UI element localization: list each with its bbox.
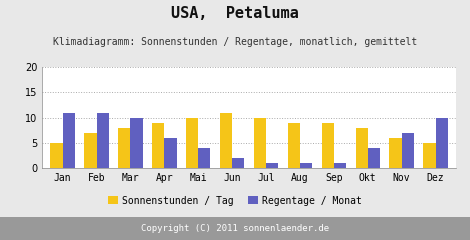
Text: USA,  Petaluma: USA, Petaluma: [171, 6, 299, 21]
Bar: [220, 113, 232, 168]
Bar: [390, 138, 402, 168]
Bar: [63, 113, 75, 168]
Bar: [402, 133, 414, 168]
Bar: [423, 143, 436, 168]
Bar: [198, 148, 211, 168]
Bar: [266, 163, 278, 168]
Bar: [50, 143, 63, 168]
Bar: [84, 133, 96, 168]
Bar: [186, 118, 198, 168]
Bar: [254, 118, 266, 168]
Text: Copyright (C) 2011 sonnenlaender.de: Copyright (C) 2011 sonnenlaender.de: [141, 224, 329, 233]
Bar: [300, 163, 312, 168]
Bar: [355, 128, 368, 168]
Bar: [436, 118, 448, 168]
Bar: [152, 123, 164, 168]
Bar: [164, 138, 177, 168]
Text: Klimadiagramm: Sonnenstunden / Regentage, monatlich, gemittelt: Klimadiagramm: Sonnenstunden / Regentage…: [53, 37, 417, 47]
Bar: [131, 118, 143, 168]
Bar: [118, 128, 131, 168]
Bar: [368, 148, 380, 168]
Bar: [334, 163, 346, 168]
Legend: Sonnenstunden / Tag, Regentage / Monat: Sonnenstunden / Tag, Regentage / Monat: [106, 194, 364, 208]
Bar: [288, 123, 300, 168]
Bar: [96, 113, 109, 168]
Bar: [321, 123, 334, 168]
Bar: [232, 158, 244, 168]
